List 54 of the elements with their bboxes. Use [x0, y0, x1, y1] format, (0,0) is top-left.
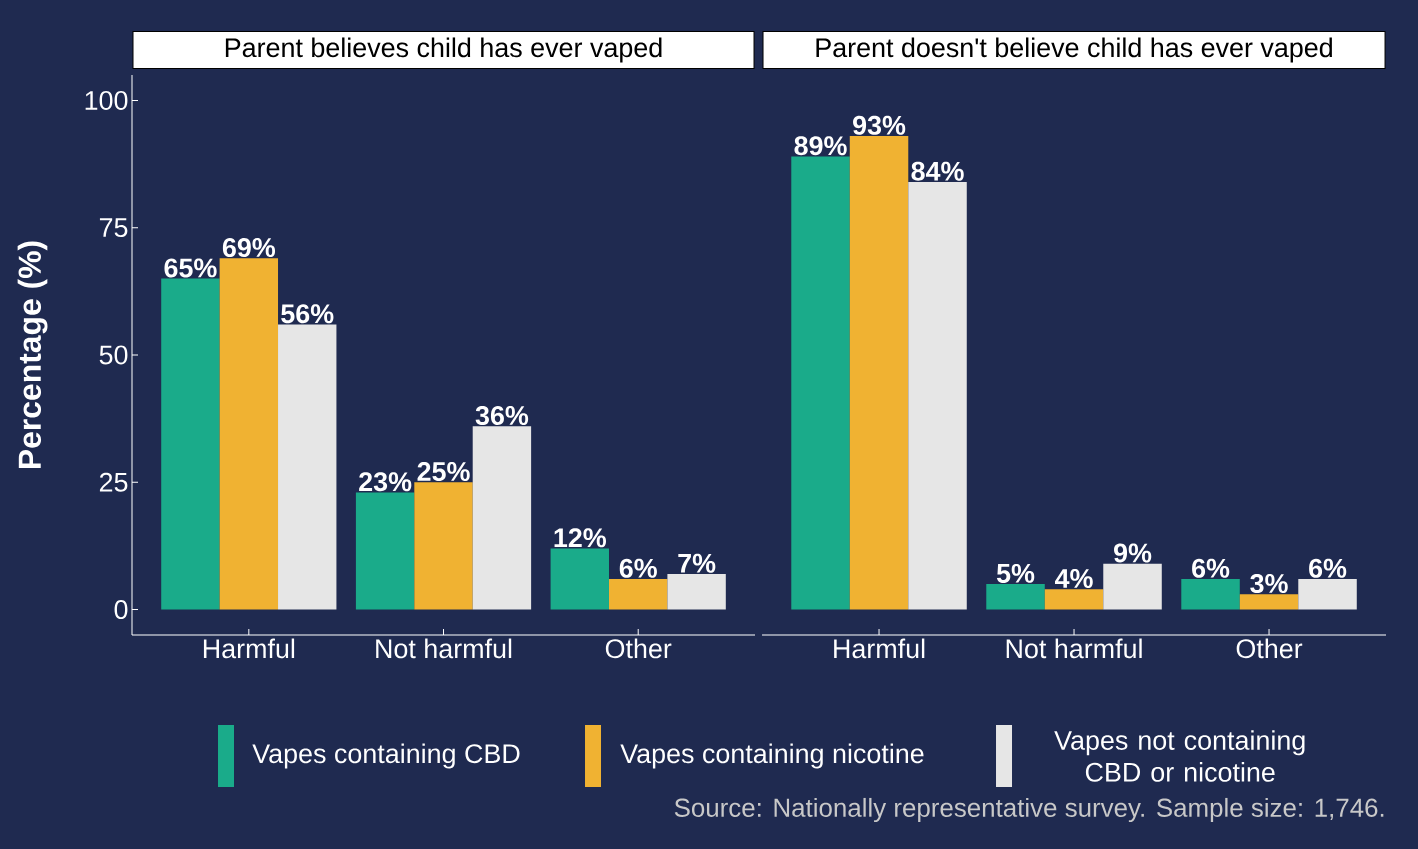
bar [161, 278, 220, 610]
chart-title: Parent doesn't believe child has ever vaped [816, 37, 1332, 63]
data-label: 69% [222, 238, 276, 258]
data-label: 5% [996, 563, 1035, 583]
data-label: 6% [619, 558, 657, 578]
bar [667, 573, 726, 610]
y-tick-label: 75 [99, 218, 128, 238]
source-note: Source: Nationally representative survey. Sample size: 1,746. [674, 797, 1384, 823]
bar [986, 584, 1045, 610]
data-label: 84% [911, 161, 964, 181]
data-label: 65% [164, 258, 217, 278]
bar [355, 492, 415, 610]
bar [1239, 594, 1299, 610]
data-label: 23% [359, 472, 412, 492]
x-tick-label: Other [1236, 638, 1303, 659]
data-label: 25% [417, 462, 470, 482]
bar [908, 181, 967, 610]
y-axis-title: Percentage (%) [17, 241, 48, 469]
data-label: 12% [554, 528, 607, 548]
bar [414, 482, 473, 610]
y-tick-label: 25 [99, 472, 128, 492]
data-label: 89% [794, 136, 847, 156]
y-tick-label: 100 [85, 90, 128, 110]
data-label: 93% [853, 115, 906, 135]
y-tick-label: 0 [114, 600, 128, 620]
bar [849, 136, 909, 610]
bar [219, 258, 279, 610]
bar [609, 579, 668, 610]
data-label: 7% [678, 553, 716, 573]
bar [1181, 579, 1240, 610]
bar [791, 156, 850, 610]
data-label: 3% [1250, 573, 1288, 594]
bar [1298, 579, 1357, 610]
y-tick-label: 50 [99, 345, 128, 365]
legend-label: Vapes containing nicotine [620, 743, 924, 769]
chart-title: Parent believes child has ever vaped [225, 37, 662, 63]
x-tick-label: Other [605, 638, 672, 659]
legend-label: Vapes not containing CBD or nicotine [1054, 730, 1305, 782]
x-tick-label: Harmful [203, 638, 295, 659]
data-label: 4% [1054, 569, 1093, 588]
data-label: 9% [1114, 543, 1152, 563]
data-label: 36% [475, 405, 529, 426]
data-label: 56% [281, 304, 334, 324]
legend-label: Vapes containing CBD [252, 743, 520, 769]
data-label: 6% [1309, 558, 1347, 578]
bar [278, 324, 337, 610]
x-tick-label: Not harmful [1006, 638, 1142, 659]
bar [550, 548, 609, 610]
x-tick-label: Not harmful [376, 638, 512, 659]
bar [1044, 589, 1104, 610]
bar [1103, 563, 1162, 610]
x-tick-label: Harmful [834, 638, 925, 659]
data-label: 6% [1192, 558, 1230, 578]
bar [472, 426, 532, 610]
